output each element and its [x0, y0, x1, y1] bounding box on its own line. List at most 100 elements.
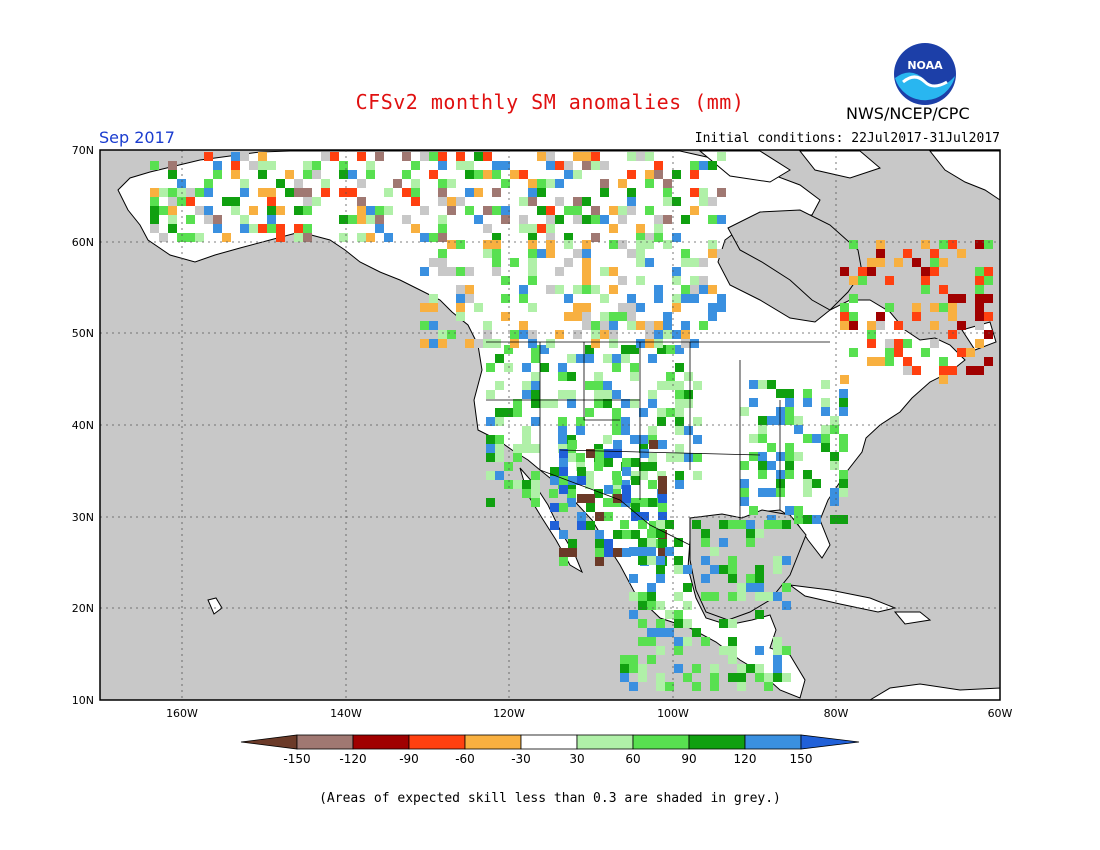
anomaly-cell	[585, 471, 594, 480]
anomaly-cell	[429, 303, 438, 312]
anomaly-cell	[665, 547, 674, 556]
anomaly-cell	[213, 215, 222, 224]
anomaly-cell	[773, 565, 782, 574]
anomaly-cell	[495, 453, 504, 462]
anomaly-cell	[658, 476, 667, 485]
anomaly-cell	[604, 512, 613, 521]
anomaly-cell	[701, 538, 710, 547]
anomaly-cell	[622, 530, 631, 539]
anomaly-cell	[708, 197, 717, 206]
anomaly-cell	[411, 161, 420, 170]
anomaly-cell	[684, 453, 693, 462]
anomaly-cell	[630, 345, 639, 354]
anomaly-cell	[582, 215, 591, 224]
anomaly-cell	[674, 538, 683, 547]
anomaly-cell	[683, 637, 692, 646]
anomaly-cell	[885, 276, 894, 285]
anomaly-cell	[755, 529, 764, 538]
anomaly-cell	[420, 152, 429, 161]
anomaly-cell	[849, 312, 858, 321]
anomaly-cell	[681, 294, 690, 303]
anomaly-cell	[594, 444, 603, 453]
anomaly-cell	[528, 339, 537, 348]
anomaly-cell	[375, 152, 384, 161]
anomaly-cell	[586, 521, 595, 530]
anomaly-cell	[393, 179, 402, 188]
anomaly-cell	[486, 363, 495, 372]
anomaly-cell	[636, 240, 645, 249]
anomaly-cell	[573, 249, 582, 258]
anomaly-cell	[603, 498, 612, 507]
anomaly-cell	[612, 426, 621, 435]
anomaly-cell	[528, 330, 537, 339]
anomaly-cell	[550, 521, 559, 530]
anomaly-cell	[631, 530, 640, 539]
anomaly-cell	[690, 161, 699, 170]
anomaly-cell	[658, 440, 667, 449]
anomaly-cell	[438, 224, 447, 233]
anomaly-cell	[767, 515, 776, 524]
anomaly-cell	[585, 381, 594, 390]
anomaly-cell	[384, 206, 393, 215]
anomaly-cell	[168, 215, 177, 224]
anomaly-cell	[629, 655, 638, 664]
anomaly-cell	[708, 249, 717, 258]
anomaly-cell	[231, 206, 240, 215]
anomaly-cell	[613, 440, 622, 449]
anomaly-cell	[758, 425, 767, 434]
anomaly-cell	[438, 330, 447, 339]
colorbar-swatch	[352, 734, 410, 750]
anomaly-cell	[603, 381, 612, 390]
anomaly-cell	[267, 206, 276, 215]
anomaly-cell	[647, 556, 656, 565]
anomaly-cell	[830, 461, 839, 470]
colorbar-label: 150	[790, 752, 813, 766]
anomaly-cell	[348, 215, 357, 224]
anomaly-cell	[582, 258, 591, 267]
anomaly-cell	[719, 538, 728, 547]
anomaly-cell	[438, 152, 447, 161]
anomaly-cell	[630, 399, 639, 408]
anomaly-cell	[357, 206, 366, 215]
colorbar-label: -120	[339, 752, 366, 766]
colorbar: -150 -120 -90 -60 -30 30 60 90 120 150	[240, 734, 860, 766]
anomaly-cell	[930, 258, 939, 267]
anomaly-cell	[613, 476, 622, 485]
anomaly-cell	[939, 366, 948, 375]
anomaly-cell	[648, 498, 657, 507]
anomaly-cell	[582, 249, 591, 258]
anomaly-cell	[591, 161, 600, 170]
longitude-labels: 160W 140W 120W 100W 80W 60W	[166, 707, 1012, 720]
anomaly-cell	[576, 354, 585, 363]
anomaly-cell	[840, 267, 849, 276]
anomaly-cell	[240, 179, 249, 188]
anomaly-cell	[504, 408, 513, 417]
anomaly-cell	[708, 285, 717, 294]
anomaly-cell	[159, 233, 168, 242]
anomaly-cell	[654, 285, 663, 294]
anomaly-cell	[674, 637, 683, 646]
initial-conditions: Initial conditions: 22Jul2017-31Jul2017	[694, 131, 1000, 146]
anomaly-cell	[645, 206, 654, 215]
anomaly-cell	[621, 345, 630, 354]
anomaly-cell	[975, 285, 984, 294]
anomaly-cell	[710, 673, 719, 682]
anomaly-cell	[447, 197, 456, 206]
anomaly-cell	[465, 161, 474, 170]
anomaly-cell	[600, 321, 609, 330]
anomaly-cell	[975, 267, 984, 276]
anomaly-cell	[758, 434, 767, 443]
anomaly-cell	[957, 321, 966, 330]
anomaly-cell	[465, 267, 474, 276]
colorbar-label: -150	[283, 752, 310, 766]
anomaly-cell	[785, 461, 794, 470]
anomaly-cell	[567, 399, 576, 408]
anomaly-cell	[803, 515, 812, 524]
anomaly-cell	[672, 267, 681, 276]
anomaly-cell	[240, 152, 249, 161]
anomaly-cell	[513, 453, 522, 462]
anomaly-cell	[728, 646, 737, 655]
anomaly-cell	[654, 321, 663, 330]
anomaly-cell	[438, 215, 447, 224]
anomaly-cell	[150, 215, 159, 224]
